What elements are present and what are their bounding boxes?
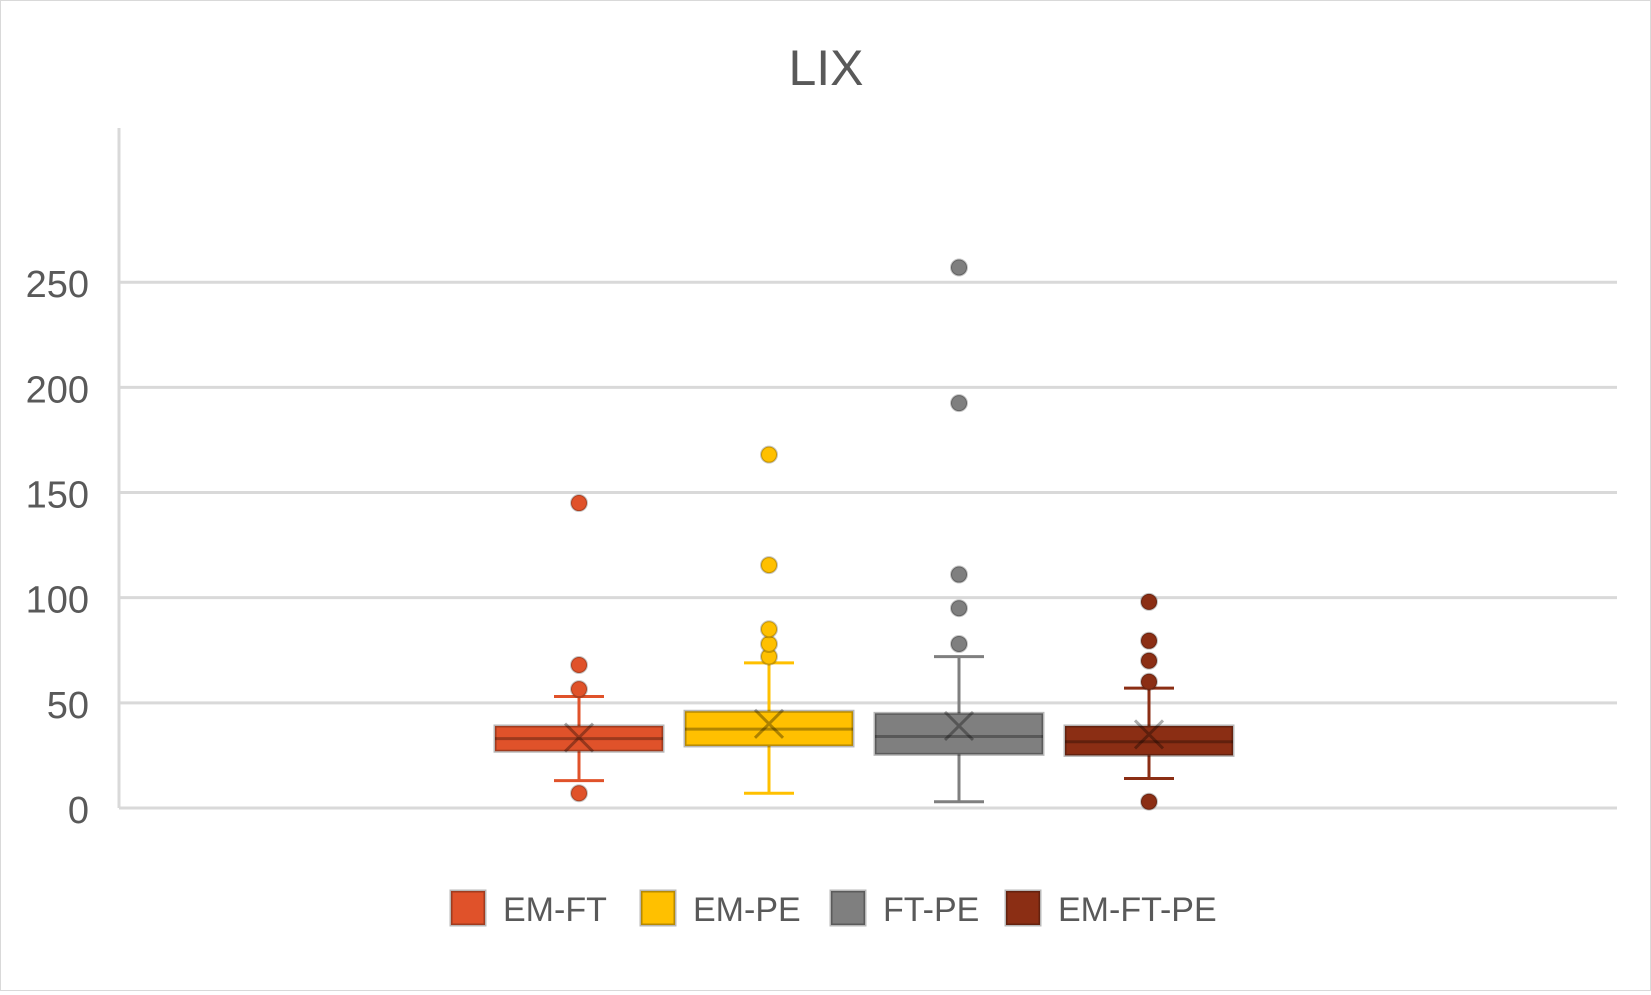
y-tick-label: 100	[26, 580, 89, 622]
y-tick-label: 50	[47, 685, 89, 727]
outlier-point	[950, 394, 968, 413]
box-iqr	[873, 711, 1045, 756]
outlier-point	[1140, 631, 1158, 650]
mean-marker	[563, 722, 595, 753]
y-tick-label: 200	[26, 369, 89, 411]
y-tick-label: 250	[26, 264, 89, 306]
box-em-ft-pe	[1063, 592, 1235, 811]
legend-label: FT-PE	[883, 891, 979, 929]
outlier-point	[760, 556, 778, 575]
y-axis: 0 50 100 150 200 250	[26, 128, 121, 832]
outlier-point	[760, 620, 778, 639]
mean-marker	[943, 710, 975, 742]
mean-marker	[1133, 719, 1165, 750]
grid-layer	[119, 280, 1617, 810]
legend: EM-FT EM-PE FT-PE EM-FT-PE	[449, 889, 1217, 929]
outlier-point	[760, 634, 778, 653]
outlier-point	[1140, 592, 1158, 611]
outlier-point	[760, 445, 778, 464]
outlier-point	[570, 784, 588, 803]
legend-item-em-pe: EM-PE	[639, 889, 801, 929]
legend-label: EM-FT-PE	[1058, 891, 1217, 929]
outlier-point	[1140, 651, 1158, 670]
legend-item-em-ft-pe: EM-FT-PE	[1004, 889, 1217, 929]
outlier-point	[570, 655, 588, 674]
chart-title: LIX	[788, 40, 863, 96]
legend-swatch	[449, 889, 487, 927]
box-iqr	[1063, 724, 1235, 757]
mean-marker	[753, 708, 785, 739]
outlier-point	[570, 680, 588, 699]
legend-swatch	[1004, 889, 1042, 927]
box-iqr	[683, 709, 855, 748]
outlier-point	[950, 634, 968, 653]
y-tick-label: 0	[68, 790, 89, 832]
outlier-point	[950, 258, 968, 277]
legend-item-ft-pe: FT-PE	[829, 889, 979, 929]
box-ft-pe	[873, 258, 1045, 804]
box-em-ft	[493, 494, 665, 803]
legend-label: EM-PE	[693, 891, 801, 929]
box-iqr	[493, 724, 665, 753]
y-tick-label: 150	[26, 475, 89, 517]
outlier-point	[570, 494, 588, 513]
outlier-point	[1140, 672, 1158, 691]
outlier-point	[950, 565, 968, 584]
outlier-point	[950, 599, 968, 618]
box-em-pe	[683, 445, 855, 795]
legend-item-em-ft: EM-FT	[449, 889, 607, 929]
legend-swatch	[829, 889, 867, 927]
outlier-point	[1140, 792, 1158, 811]
legend-swatch	[639, 889, 677, 927]
legend-label: EM-FT	[503, 891, 607, 929]
box-layer	[493, 258, 1235, 811]
